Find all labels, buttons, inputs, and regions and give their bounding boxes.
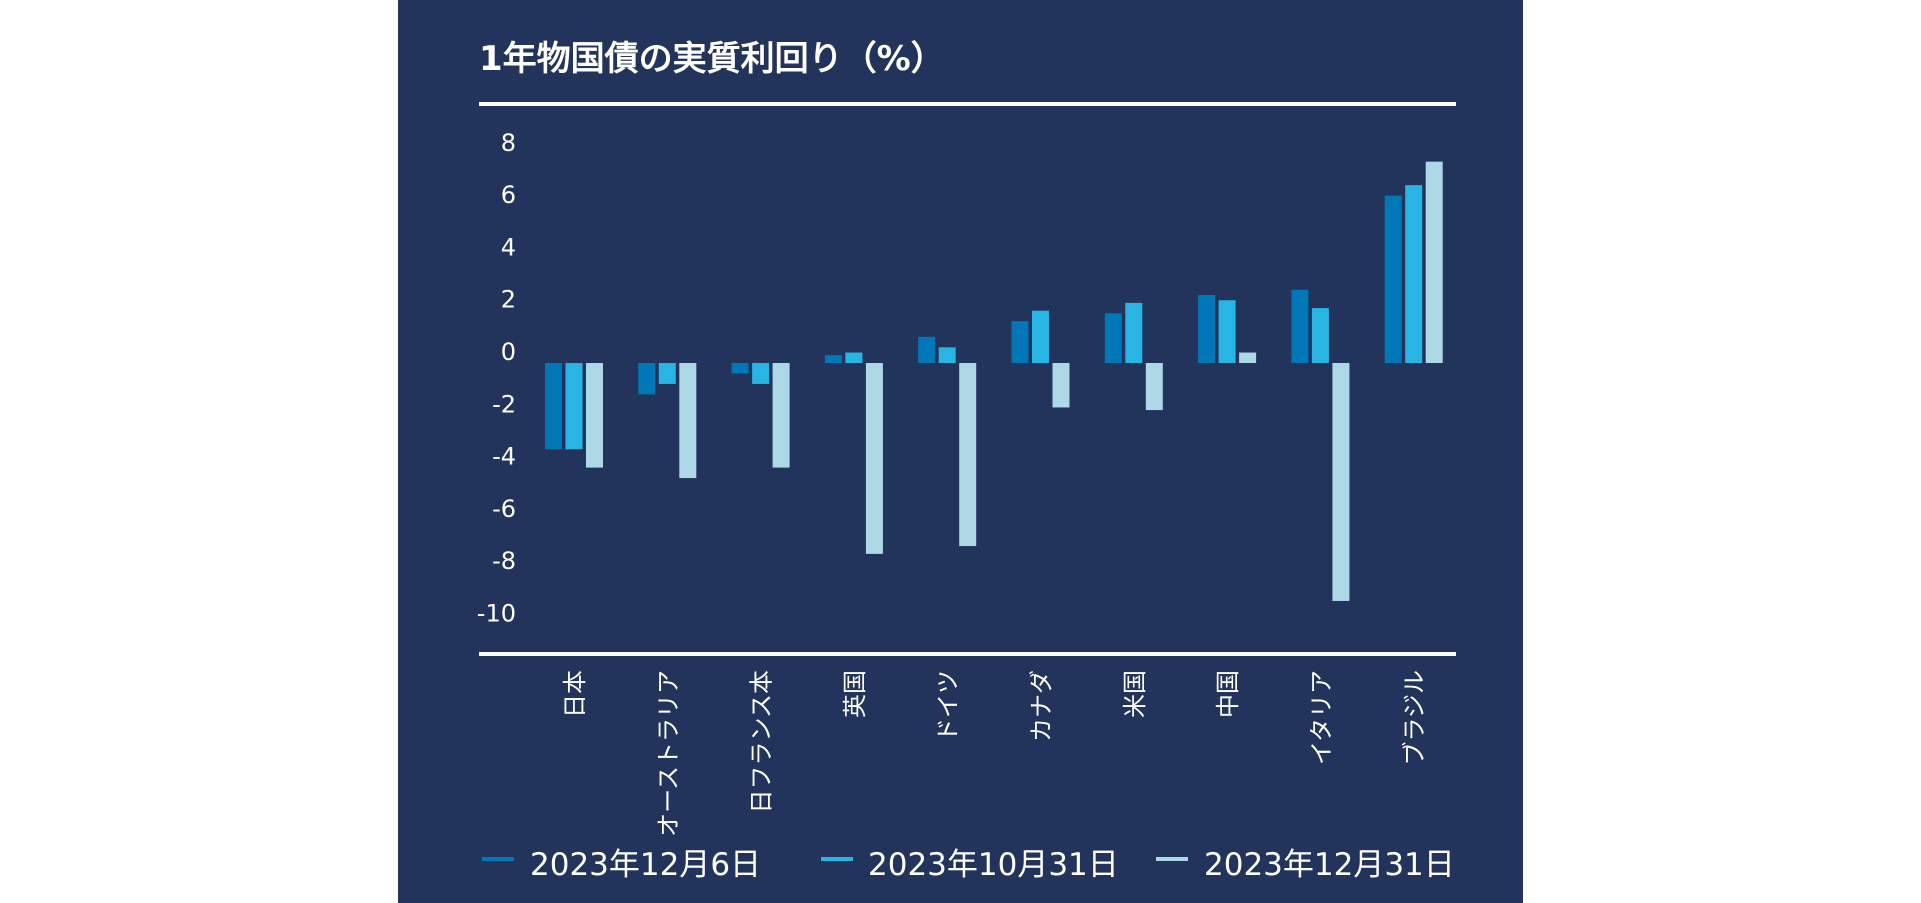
x-tick-label: オーストラリア bbox=[654, 670, 682, 837]
bar-1-0 bbox=[545, 363, 562, 450]
bar-2-3 bbox=[845, 352, 863, 363]
x-tick-label: 日本 bbox=[561, 670, 589, 718]
x-tick-label: 米国 bbox=[1121, 670, 1149, 718]
x-tick-label: カナダ bbox=[1028, 670, 1056, 742]
x-tick-label: ドイツ bbox=[934, 670, 962, 742]
bar-2-1 bbox=[658, 363, 676, 384]
y-tick-label: -4 bbox=[492, 443, 516, 471]
y-tick-label: -10 bbox=[477, 600, 516, 628]
bar-1-2 bbox=[731, 363, 749, 374]
bar-2-5 bbox=[1032, 310, 1049, 363]
legend-label: 2023年12月6日 bbox=[530, 847, 761, 883]
y-tick-label: -2 bbox=[492, 390, 516, 418]
bars bbox=[545, 161, 1443, 601]
y-tick-label: -6 bbox=[492, 495, 516, 523]
bar-3-7 bbox=[1239, 352, 1257, 363]
legend-label: 2023年12月31日 bbox=[1204, 847, 1455, 883]
y-tick-label: 4 bbox=[501, 233, 516, 261]
chart-title: 1年物国債の実質利回り（%） bbox=[479, 39, 945, 79]
bar-2-8 bbox=[1311, 308, 1329, 363]
y-tick-label: 6 bbox=[501, 181, 516, 209]
y-tick-label: 2 bbox=[501, 286, 516, 314]
bar-1-8 bbox=[1291, 289, 1309, 363]
bar-2-9 bbox=[1405, 185, 1423, 363]
x-axis: 日本 オーストラリア 日フランス本 英国 ドイツ カナダ 米国 中国 イタリア ブラジル bbox=[561, 670, 1429, 837]
bar-1-1 bbox=[638, 363, 656, 395]
x-tick-label: イタリア bbox=[1307, 670, 1335, 765]
legend-label: 2023年10月31日 bbox=[868, 847, 1119, 883]
bar-1-6 bbox=[1104, 313, 1122, 363]
x-tick-label: 英国 bbox=[841, 670, 869, 718]
bar-3-2 bbox=[772, 363, 790, 468]
bar-1-3 bbox=[824, 355, 842, 363]
bar-3-3 bbox=[865, 363, 883, 554]
bar-2-0 bbox=[565, 363, 583, 450]
y-tick-label: 8 bbox=[501, 129, 516, 157]
bar-2-4 bbox=[938, 347, 956, 363]
bar-3-8 bbox=[1332, 363, 1350, 601]
bar-1-9 bbox=[1384, 195, 1402, 363]
bar-1-7 bbox=[1198, 295, 1216, 363]
bar-3-4 bbox=[959, 363, 977, 547]
legend: 2023年12月6日 2023年10月31日 2023年12月31日 bbox=[482, 847, 1455, 883]
bar-2-7 bbox=[1218, 300, 1236, 363]
y-tick-label: -8 bbox=[492, 547, 516, 575]
x-tick-label: ブラジル bbox=[1401, 670, 1429, 766]
bar-1-4 bbox=[918, 336, 936, 363]
bar-3-0 bbox=[586, 363, 603, 468]
bar-3-5 bbox=[1052, 363, 1070, 408]
bar-1-5 bbox=[1011, 321, 1029, 363]
bar-2-6 bbox=[1125, 302, 1143, 363]
bar-3-9 bbox=[1425, 161, 1443, 363]
x-tick-label: 日フランス本 bbox=[748, 670, 776, 814]
x-tick-label: 中国 bbox=[1214, 670, 1242, 718]
y-axis: 8 6 4 2 0 -2 -4 -6 -8 -10 bbox=[477, 129, 516, 628]
bar-3-6 bbox=[1145, 363, 1163, 411]
bar-3-1 bbox=[679, 363, 697, 479]
y-tick-label: 0 bbox=[501, 338, 516, 366]
bar-2-2 bbox=[752, 363, 770, 384]
